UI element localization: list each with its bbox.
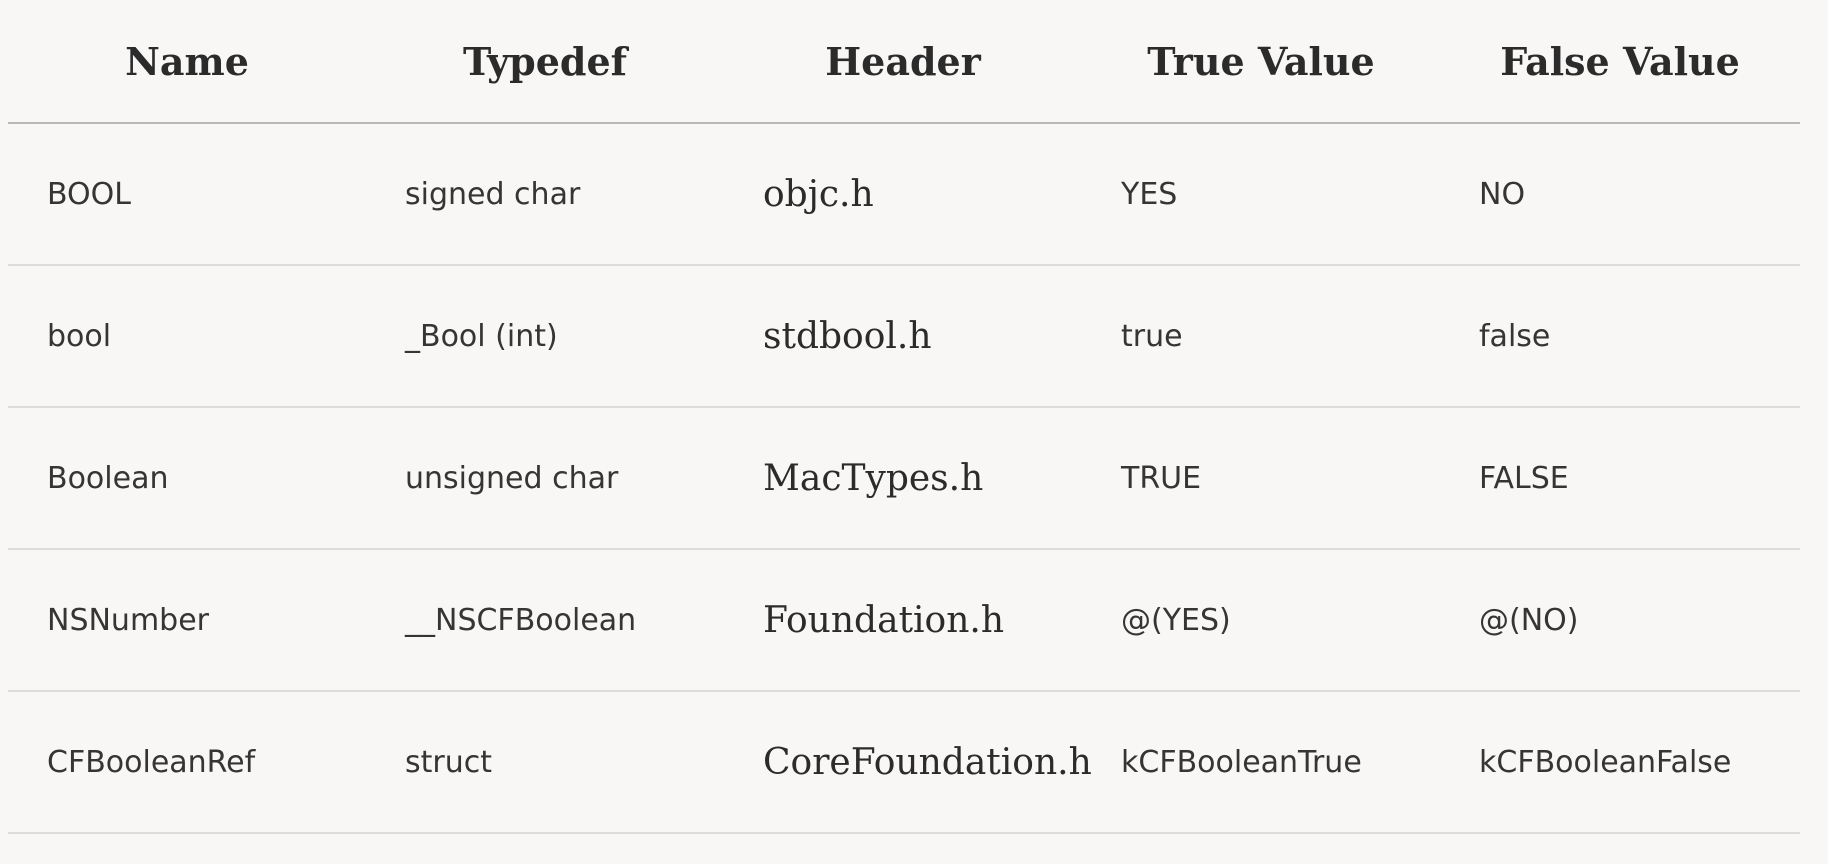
table-row: BOOL signed char objc.h YES NO bbox=[8, 123, 1800, 266]
cell-true-value: YES bbox=[1082, 123, 1440, 266]
cell-name: BOOL bbox=[8, 123, 366, 266]
table-header: Name Typedef Header True Value False Val… bbox=[8, 0, 1800, 124]
column-header-header: Header bbox=[724, 0, 1082, 124]
cell-name: Boolean bbox=[8, 407, 366, 550]
boolean-types-table-container: Name Typedef Header True Value False Val… bbox=[8, 0, 1800, 834]
cell-header: MacTypes.h bbox=[724, 407, 1082, 550]
column-header-false-value: False Value bbox=[1440, 0, 1800, 124]
cell-typedef: _Bool (int) bbox=[366, 265, 724, 408]
cell-false-value: @(NO) bbox=[1440, 549, 1800, 692]
cell-true-value: kCFBooleanTrue bbox=[1082, 691, 1440, 834]
cell-name: bool bbox=[8, 265, 366, 408]
table-row: bool _Bool (int) stdbool.h true false bbox=[8, 265, 1800, 408]
cell-false-value: FALSE bbox=[1440, 407, 1800, 550]
cell-typedef: unsigned char bbox=[366, 407, 724, 550]
column-header-typedef: Typedef bbox=[366, 0, 724, 124]
cell-false-value: NO bbox=[1440, 123, 1800, 266]
cell-false-value: kCFBooleanFalse bbox=[1440, 691, 1800, 834]
cell-typedef: __NSCFBoolean bbox=[366, 549, 724, 692]
cell-name: NSNumber bbox=[8, 549, 366, 692]
column-header-name: Name bbox=[8, 0, 366, 124]
boolean-types-table: Name Typedef Header True Value False Val… bbox=[8, 0, 1800, 834]
cell-header: stdbool.h bbox=[724, 265, 1082, 408]
table-body: BOOL signed char objc.h YES NO bool _Boo… bbox=[8, 123, 1800, 834]
cell-header: CoreFoundation.h bbox=[724, 691, 1092, 834]
column-header-true-value: True Value bbox=[1082, 0, 1440, 124]
cell-true-value: TRUE bbox=[1082, 407, 1440, 550]
cell-typedef: struct bbox=[366, 691, 724, 834]
table-row: CFBooleanRef struct CoreFoundation.h kCF… bbox=[8, 691, 1800, 834]
cell-header: objc.h bbox=[724, 123, 1082, 266]
table-row: NSNumber __NSCFBoolean Foundation.h @(YE… bbox=[8, 549, 1800, 692]
cell-name: CFBooleanRef bbox=[8, 691, 366, 834]
cell-false-value: false bbox=[1440, 265, 1800, 408]
cell-true-value: @(YES) bbox=[1082, 549, 1440, 692]
cell-typedef: signed char bbox=[366, 123, 724, 266]
table-row: Boolean unsigned char MacTypes.h TRUE FA… bbox=[8, 407, 1800, 550]
cell-true-value: true bbox=[1082, 265, 1440, 408]
cell-header: Foundation.h bbox=[724, 549, 1082, 692]
header-row: Name Typedef Header True Value False Val… bbox=[8, 0, 1800, 124]
